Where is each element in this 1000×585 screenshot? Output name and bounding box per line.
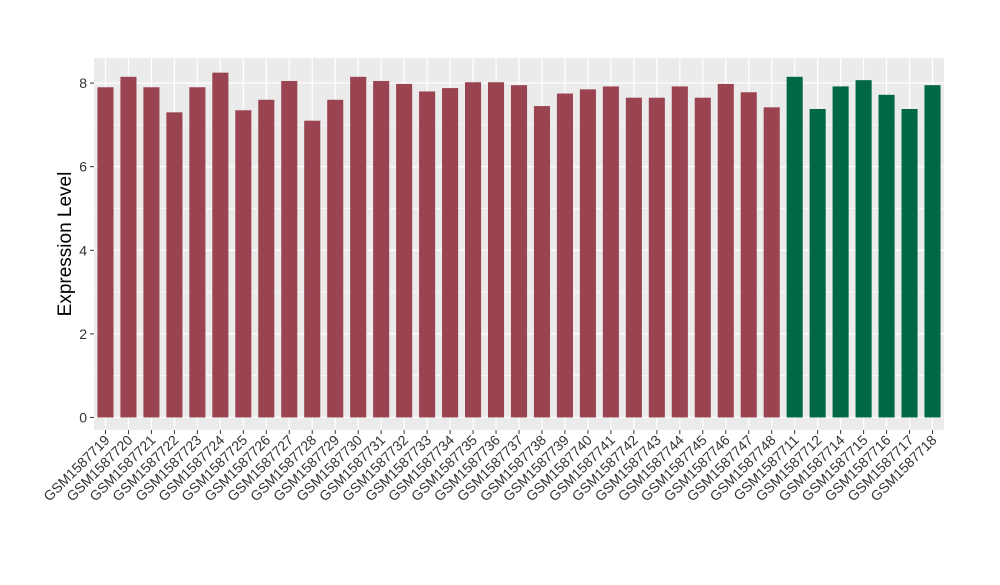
bar-GSM1587733 — [419, 91, 436, 418]
y-tick-label: 2 — [79, 326, 87, 342]
bar-GSM1587717 — [901, 108, 918, 418]
bar-GSM1587712 — [809, 108, 826, 418]
bar-GSM1587714 — [832, 86, 849, 418]
bar-GSM1587731 — [373, 80, 390, 418]
bar-GSM1587719 — [97, 87, 114, 418]
bar-GSM1587736 — [487, 82, 505, 418]
bar-GSM1587721 — [143, 87, 160, 418]
bar-GSM1587745 — [694, 97, 711, 418]
y-tick-label: 6 — [79, 159, 87, 175]
bar-GSM1587739 — [556, 93, 573, 418]
bar-GSM1587737 — [510, 85, 528, 418]
bar-GSM1587716 — [878, 94, 895, 418]
bar-GSM1587732 — [396, 83, 413, 418]
bars-group — [97, 72, 941, 418]
bar-GSM1587728 — [304, 120, 321, 418]
bar-GSM1587735 — [465, 82, 482, 418]
bar-GSM1587724 — [212, 72, 229, 418]
bar-GSM1587730 — [350, 76, 367, 418]
y-tick-label: 4 — [79, 242, 87, 258]
bar-GSM1587747 — [740, 92, 757, 418]
bar-GSM1587746 — [717, 83, 734, 418]
bar-GSM1587720 — [120, 76, 137, 418]
bar-GSM1587722 — [166, 112, 183, 418]
bar-GSM1587727 — [281, 80, 298, 418]
bar-GSM1587743 — [648, 97, 665, 418]
bar-GSM1587718 — [924, 85, 941, 418]
y-axis: 0 2 4 6 8 — [79, 75, 94, 425]
bar-GSM1587711 — [786, 76, 803, 418]
bar-GSM1587734 — [442, 88, 459, 418]
bar-GSM1587726 — [258, 99, 275, 418]
bar-GSM1587742 — [625, 97, 642, 418]
bar-GSM1587741 — [602, 86, 619, 418]
y-tick-label: 8 — [79, 75, 87, 91]
bar-GSM1587729 — [327, 99, 344, 418]
bar-GSM1587715 — [855, 80, 872, 418]
y-tick-label: 0 — [79, 409, 87, 425]
bar-GSM1587723 — [189, 87, 206, 418]
bar-GSM1587748 — [763, 107, 780, 418]
bar-GSM1587725 — [235, 110, 252, 418]
y-axis-title: Expression Level — [55, 172, 76, 317]
x-axis: GSM1587719GSM1587720GSM1587721GSM1587722… — [40, 430, 940, 504]
bar-GSM1587744 — [671, 86, 688, 418]
bar-GSM1587738 — [533, 106, 551, 418]
bar-GSM1587740 — [579, 89, 596, 418]
